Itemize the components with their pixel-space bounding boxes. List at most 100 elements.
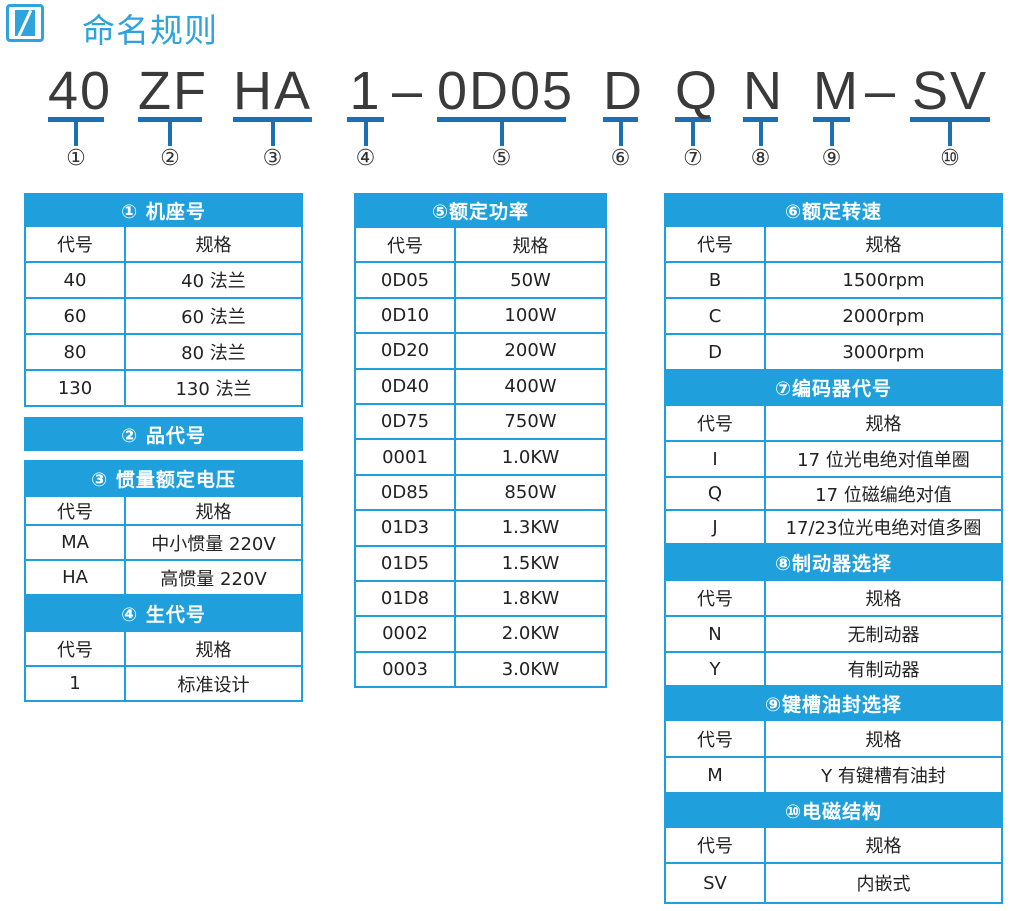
segment-number: ③ xyxy=(262,146,283,171)
connector xyxy=(363,122,368,146)
code-cell: 代号 xyxy=(26,632,126,665)
table-row: 01D8 1.8KW xyxy=(354,581,607,618)
table-row: D 3000rpm xyxy=(664,335,1003,371)
table-row: 代号 规格 xyxy=(24,632,303,667)
spec-cell: 3.0KW xyxy=(501,658,560,680)
segment-code: D xyxy=(603,61,644,121)
table-section-header: ⑧制动器选择 xyxy=(664,545,1003,581)
code-cell: 0D85 xyxy=(356,475,456,510)
spec-cell: 100W xyxy=(504,304,557,326)
segment-number: ④ xyxy=(355,146,376,171)
table-section-header: ⑦编码器代号 xyxy=(664,371,1003,406)
table-row: 代号 规格 xyxy=(664,581,1003,617)
table-row: 130 130 法兰 xyxy=(24,371,303,407)
spec-table: ① 机座号 代号 规格 40 40 法兰 60 60 法兰 80 80 法兰 130 130 法兰 xyxy=(24,193,303,407)
spec-table: ② 品代号 xyxy=(24,417,303,451)
spec-cell: 规格 xyxy=(195,235,232,256)
table-section-header: ⑨键槽油封选择 xyxy=(664,687,1003,721)
segment-code: SV xyxy=(911,61,989,121)
table-row: 0001 1.0KW xyxy=(354,440,607,476)
connector xyxy=(829,122,834,146)
spec-cell: 有制动器 xyxy=(847,660,920,681)
table-row: B 1500rpm xyxy=(664,263,1003,299)
code-segment: HA ③ xyxy=(233,62,312,171)
code-cell: 0003 xyxy=(356,652,456,687)
underline xyxy=(437,117,566,122)
code-cell: HA xyxy=(26,561,126,594)
code-cell: 01D3 xyxy=(356,511,456,545)
code-cell: D xyxy=(666,335,766,369)
table-row: I 17 位光电绝对值单圈 xyxy=(664,442,1003,478)
code-cell: 130 xyxy=(26,371,126,405)
code-cell: I xyxy=(666,442,766,476)
spec-cell: 标准设计 xyxy=(177,674,250,696)
table-row: MA 中小惯量 220V xyxy=(24,526,303,561)
spec-cell: 2000rpm xyxy=(842,305,925,327)
spec-cell: 1.8KW xyxy=(501,588,560,610)
spec-cell: 50W xyxy=(510,269,551,291)
table-section-header: ⑤额定功率 xyxy=(354,193,607,228)
code-segment: ZF ② xyxy=(138,62,206,171)
code-cell: 代号 xyxy=(26,497,126,524)
dash: – xyxy=(865,61,896,121)
segment-code: Q xyxy=(675,61,720,121)
connector xyxy=(168,122,172,146)
spec-cell: 高惯量 220V xyxy=(160,568,267,590)
table-row: N 无制动器 xyxy=(664,617,1003,653)
spec-cell: 2.0KW xyxy=(501,623,560,645)
table-row: 代号 规格 xyxy=(664,721,1003,758)
segment-number: ① xyxy=(66,146,86,171)
code-cell: M xyxy=(666,758,766,792)
table-row: 60 60 法兰 xyxy=(24,299,303,335)
code-cell: 0D05 xyxy=(356,263,456,297)
code-segment: 0D05 ⑤ xyxy=(437,62,572,171)
spec-cell: 规格 xyxy=(195,639,232,661)
connector xyxy=(74,122,78,146)
segment-code: M xyxy=(813,61,860,121)
code-cell: 代号 xyxy=(356,228,456,262)
table-row: Y 有制动器 xyxy=(664,653,1003,687)
table-row: 0D10 100W xyxy=(354,298,607,335)
table-section-header: ④ 生代号 xyxy=(24,596,303,632)
segment-code: N xyxy=(743,61,784,121)
segment-number: ⑧ xyxy=(750,146,771,171)
table-row: 80 80 法兰 xyxy=(24,335,303,371)
code-cell: 代号 xyxy=(666,828,766,862)
code-cell: 0001 xyxy=(356,440,456,474)
code-cell: C xyxy=(666,299,766,333)
segment-number: ⑨ xyxy=(821,146,842,171)
segment-code: HA xyxy=(233,61,313,121)
underline xyxy=(813,117,850,122)
spec-cell: 200W xyxy=(504,340,557,362)
code-cell: Q xyxy=(666,478,766,509)
spec-cell: 17/23位光电绝对值多圈 xyxy=(785,518,982,539)
code-cell: 0D40 xyxy=(356,369,456,403)
dash: – xyxy=(392,61,423,121)
underline xyxy=(48,117,104,122)
underline xyxy=(743,117,778,122)
table-row: 代号 规格 xyxy=(664,227,1003,263)
table-row: 0002 2.0KW xyxy=(354,617,607,653)
spec-cell: 无制动器 xyxy=(847,625,920,646)
segment-number: ⑩ xyxy=(940,146,960,171)
code-cell: 40 xyxy=(26,263,126,297)
spec-cell: 850W xyxy=(504,481,557,503)
spec-cell: 规格 xyxy=(195,501,232,523)
code-cell: 代号 xyxy=(666,406,766,440)
table-row: 代号 规格 xyxy=(354,228,607,264)
spec-cell: 3000rpm xyxy=(842,341,925,363)
spec-cell: 规格 xyxy=(865,729,902,751)
spec-cell: 40 法兰 xyxy=(181,271,246,292)
code-cell: 01D8 xyxy=(356,581,456,616)
table-row: 1 标准设计 xyxy=(24,667,303,702)
spec-cell: 1.3KW xyxy=(501,517,560,539)
code-cell: 代号 xyxy=(666,581,766,615)
code-cell: MA xyxy=(26,526,126,559)
table-row: 代号 规格 xyxy=(24,227,303,263)
code-cell: 0D20 xyxy=(356,334,456,368)
code-cell: J xyxy=(666,511,766,543)
